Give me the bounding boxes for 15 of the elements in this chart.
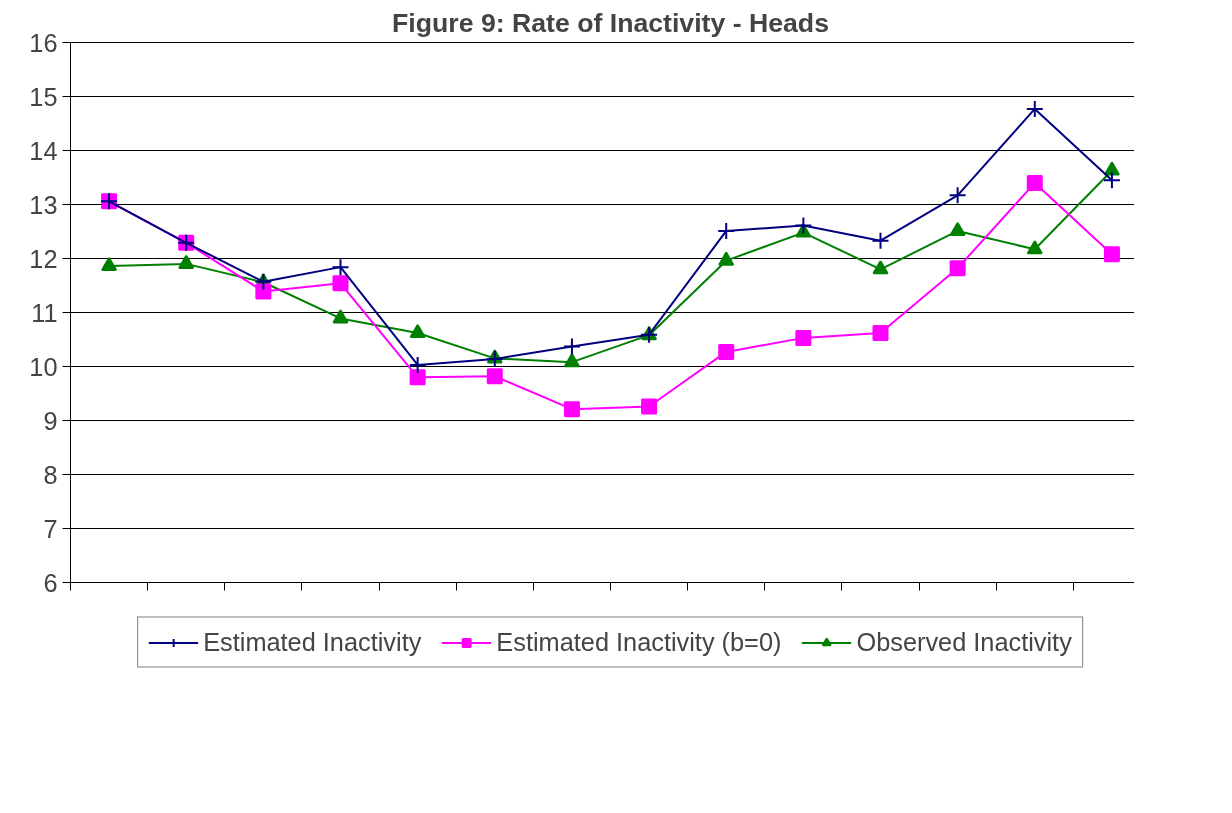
legend-label: Observed Inactivity [856,627,1072,657]
legend-label: Estimated Inactivity (b=0) [496,627,782,657]
y-tick-label: 9 [43,406,58,435]
y-tick-label: 16 [29,28,58,57]
y-tick-label: 13 [29,190,58,219]
y-tick-label: 8 [43,460,58,489]
legend-label: Estimated Inactivity [203,627,422,657]
y-tick-label: 11 [31,298,58,327]
y-tick-label: 12 [29,244,58,273]
y-tick-label: 7 [43,514,58,543]
y-tick-label: 6 [43,568,58,597]
y-tick-label: 10 [29,352,58,381]
y-tick-label: 15 [29,82,58,111]
chart-title: Figure 9: Rate of Inactivity - Heads [392,7,829,38]
y-tick-label: 14 [29,136,58,165]
